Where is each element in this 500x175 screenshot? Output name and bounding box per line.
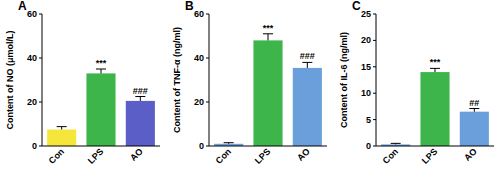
bar xyxy=(293,68,322,146)
y-tick-label: 5 xyxy=(366,115,371,125)
x-tick-label: Con xyxy=(214,146,233,165)
bars xyxy=(214,34,322,146)
bars xyxy=(47,69,155,146)
y-tick xyxy=(373,93,376,94)
y-tick-label: 25 xyxy=(361,9,371,19)
significance-label: ## xyxy=(469,98,479,108)
panel: C Content of IL-6 (ng/ml) 0 5 10 15 20 25 Con LPS… xyxy=(339,0,494,166)
y-tick xyxy=(373,119,376,120)
significance-label: ### xyxy=(133,86,148,96)
x-tick-label: AO xyxy=(295,146,312,163)
panel-letter: B xyxy=(185,0,194,13)
error-bar xyxy=(469,109,479,112)
x-tick-label: Con xyxy=(381,146,400,165)
error-bar xyxy=(263,34,273,41)
y-tick-label: 0 xyxy=(199,141,204,151)
x-axis-line xyxy=(209,146,327,147)
bars xyxy=(381,68,489,146)
bar xyxy=(47,130,76,147)
x-tick-label: AO xyxy=(462,146,479,163)
error-bar xyxy=(224,143,234,144)
y-tick xyxy=(206,14,209,15)
bar xyxy=(126,101,155,146)
x-tick-label: LPS xyxy=(86,146,105,165)
y-tick xyxy=(373,146,376,147)
error-bar xyxy=(96,69,106,73)
y-tick-label: 10 xyxy=(361,88,371,98)
y-tick-label: 60 xyxy=(27,9,37,19)
y-tick xyxy=(373,40,376,41)
y-tick xyxy=(373,66,376,67)
significance-label: *** xyxy=(430,57,441,67)
y-tick xyxy=(206,102,209,103)
y-tick xyxy=(373,14,376,15)
y-tick xyxy=(39,102,42,103)
y-tick-label: 0 xyxy=(32,141,37,151)
y-axis-line xyxy=(42,14,43,146)
error-bar xyxy=(430,68,440,72)
x-tick-label: AO xyxy=(128,146,145,163)
y-tick xyxy=(39,146,42,147)
y-tick-label: 40 xyxy=(194,53,204,63)
panel: B Content of TNF-α (ng/ml) 0 20 40 60 Con LPS AO… xyxy=(172,0,327,166)
x-tick-label: LPS xyxy=(420,146,439,165)
panel: A Content of NO (μmol/L) 0 20 40 60 Con LPS AO **… xyxy=(5,0,160,166)
y-tick-label: 15 xyxy=(361,62,371,72)
panel-letter: A xyxy=(18,0,27,13)
figure: A Content of NO (μmol/L) 0 20 40 60 Con LPS AO **… xyxy=(0,0,500,175)
y-tick xyxy=(39,14,42,15)
x-axis-line xyxy=(42,146,160,147)
y-tick-label: 60 xyxy=(194,9,204,19)
x-axis-line xyxy=(376,146,494,147)
error-bar xyxy=(391,143,401,144)
y-tick xyxy=(39,58,42,59)
y-tick-label: 40 xyxy=(27,53,37,63)
x-tick-label: Con xyxy=(47,146,66,165)
bar xyxy=(86,73,115,146)
significance-label: ### xyxy=(300,51,315,61)
error-bar xyxy=(57,127,67,130)
y-axis-line xyxy=(376,14,377,146)
y-axis-line xyxy=(209,14,210,146)
y-tick-label: 20 xyxy=(27,97,37,107)
y-tick xyxy=(206,146,209,147)
significance-label: *** xyxy=(263,23,274,33)
y-tick-label: 0 xyxy=(366,141,371,151)
y-tick-label: 20 xyxy=(194,97,204,107)
bar xyxy=(253,40,282,146)
y-axis-label: Content of TNF-α (ng/ml) xyxy=(172,27,182,133)
y-tick xyxy=(206,58,209,59)
significance-label: *** xyxy=(96,58,107,68)
error-bar xyxy=(135,97,145,101)
bar xyxy=(420,72,449,146)
error-bar xyxy=(302,62,312,68)
y-axis-label: Content of NO (μmol/L) xyxy=(5,31,15,130)
x-tick-label: LPS xyxy=(253,146,272,165)
y-axis-label: Content of IL-6 (ng/ml) xyxy=(339,32,349,128)
bar xyxy=(460,112,489,146)
panel-letter: C xyxy=(352,0,361,13)
y-tick-label: 20 xyxy=(361,35,371,45)
